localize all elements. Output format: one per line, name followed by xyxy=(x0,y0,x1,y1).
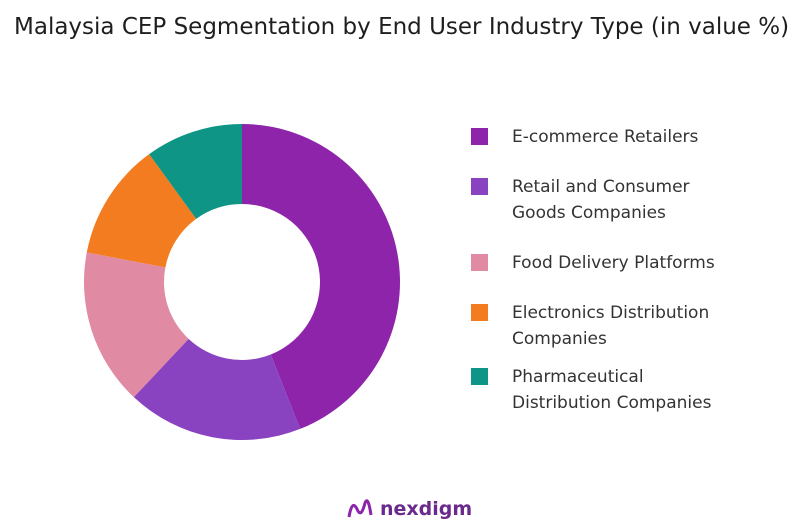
legend-label: Pharmaceutical Distribution Companies xyxy=(512,364,772,416)
legend-label: Retail and Consumer Goods Companies xyxy=(512,174,772,226)
slice-food-delivery-platforms xyxy=(84,252,189,398)
legend-label-line: Pharmaceutical xyxy=(512,367,644,387)
nexdigm-logo-icon xyxy=(347,499,373,518)
nexdigm-logo: nexdigm xyxy=(346,497,472,521)
legend-swatch xyxy=(471,254,488,271)
legend-label-line: Distribution Companies xyxy=(512,393,712,413)
chart-title: Malaysia CEP Segmentation by End User In… xyxy=(14,14,790,40)
legend-label-line: E-commerce Retailers xyxy=(512,127,699,147)
legend-label-line: Retail and Consumer xyxy=(512,177,690,197)
legend-swatch xyxy=(471,178,488,195)
legend-swatch xyxy=(471,128,488,145)
legend-label-line: Electronics Distribution xyxy=(512,303,710,323)
slice-retail-and-consumer-goods-companies xyxy=(133,338,301,440)
legend-label: E-commerce Retailers xyxy=(512,124,772,150)
legend-label-line: Companies xyxy=(512,329,607,349)
legend-swatch xyxy=(471,368,488,385)
legend-swatch xyxy=(471,304,488,321)
legend-label: Electronics Distribution Companies xyxy=(512,300,772,352)
legend-label-line: Goods Companies xyxy=(512,203,666,223)
legend-label-line: Food Delivery Platforms xyxy=(512,253,715,273)
legend-label: Food Delivery Platforms xyxy=(512,250,772,276)
brand-name: nexdigm xyxy=(380,498,473,520)
slice-electronics-distribution-companies xyxy=(86,154,197,268)
slice-pharmaceutical-distribution-companies xyxy=(149,124,242,219)
slice-e-commerce-retailers xyxy=(242,124,401,429)
